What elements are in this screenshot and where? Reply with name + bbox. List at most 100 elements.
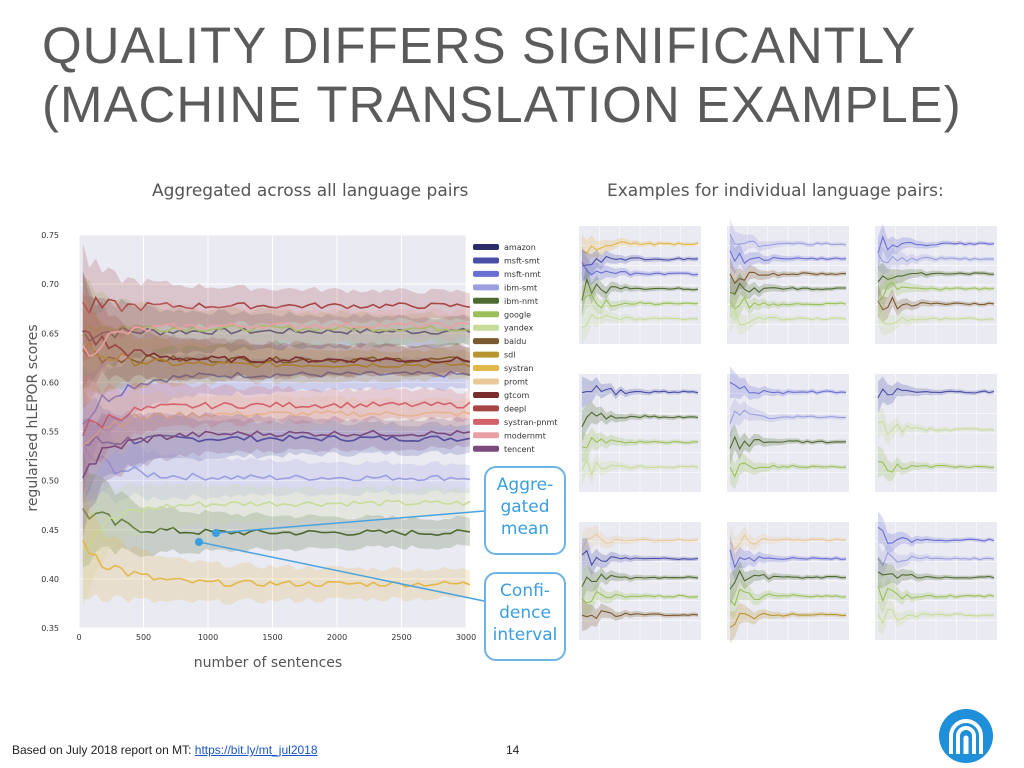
callout-ci-line1: Confi-	[500, 581, 550, 601]
x-tick-label: 500	[136, 633, 151, 642]
x-tick-label: 0	[76, 633, 81, 642]
callout-ci-line2: dence	[499, 603, 551, 623]
panel-series-line	[581, 458, 699, 477]
panel-series-line	[877, 308, 995, 325]
panel-ci-band	[582, 401, 698, 443]
left-chart-subtitle: Aggregated across all language pairs	[152, 181, 469, 201]
ci-band-gtcom	[82, 271, 470, 390]
legend-swatch-msft-smt	[473, 257, 499, 264]
legend-label-ibm-smt: ibm-smt	[504, 283, 537, 292]
series-line-google	[82, 324, 471, 337]
panel-r2-c0	[579, 522, 701, 640]
panel-ci-band	[730, 602, 846, 644]
ci-band-modernmt	[82, 286, 470, 405]
panel-series-line	[729, 569, 847, 590]
panel-series-line	[729, 435, 847, 451]
panel-series-line	[581, 533, 699, 551]
ci-band-deepl	[82, 243, 470, 362]
series-line-gtcom	[82, 329, 471, 364]
panel-series-line	[581, 255, 699, 267]
legend-swatch-amazon	[473, 244, 499, 250]
panel-ci-band	[582, 564, 698, 603]
series-line-ibm-smt	[82, 443, 470, 482]
arch-logo-icon	[939, 709, 993, 763]
panel-ci-band	[730, 234, 846, 274]
legend-label-amazon: amazon	[504, 243, 536, 252]
panel-ci-band	[878, 376, 994, 414]
series-line-msft-smt	[82, 434, 471, 446]
series-line-modernmt	[82, 321, 471, 358]
right-panels-subtitle: Examples for individual language pairs:	[607, 181, 944, 201]
panel-series-line	[877, 272, 995, 283]
panel-series-line	[729, 409, 847, 424]
panel-ci-band	[730, 273, 846, 309]
panel-ci-band	[582, 427, 698, 463]
panel-series-line	[729, 612, 846, 628]
series-line-msft-nmt	[82, 370, 471, 425]
panel-series-line	[581, 384, 699, 396]
panel-ci-band	[878, 445, 994, 482]
panel-ci-band	[582, 303, 698, 345]
legend-label-google: google	[504, 310, 531, 319]
legend-swatch-ibm-smt	[473, 284, 499, 291]
x-axis-label: number of sentences	[194, 655, 342, 671]
legend-swatch-msft-nmt	[473, 270, 499, 277]
panel-series-line	[581, 436, 699, 449]
y-tick-label: 0.35	[41, 624, 59, 633]
panel-series-line	[877, 551, 995, 567]
y-tick-label: 0.70	[41, 280, 59, 289]
panel-ci-band	[878, 292, 994, 336]
series-line-deepl	[82, 295, 471, 315]
panel-series-line	[581, 261, 699, 276]
legend-label-deepl: deepl	[504, 404, 526, 413]
panel-r0-c0	[579, 226, 701, 345]
legend-label-ibm-nmt: ibm-nmt	[504, 297, 538, 306]
legend-label-modernmt: modernmt	[504, 431, 546, 440]
panel-ci-band	[582, 537, 698, 576]
panel-ci-band	[582, 246, 698, 286]
legend-swatch-sdl	[473, 351, 499, 358]
panel-series-line	[729, 250, 847, 265]
panel-series-line	[729, 462, 847, 478]
panel-ci-band	[582, 447, 698, 486]
panel-ci-band	[730, 366, 846, 400]
marker-ci-dot	[195, 538, 203, 546]
legend-swatch-promt	[473, 378, 499, 385]
panel-ci-band	[730, 560, 846, 606]
panel-ci-band	[730, 217, 846, 258]
panel-series-line	[729, 588, 847, 607]
panel-r1-c0	[579, 374, 701, 492]
y-tick-label: 0.40	[41, 575, 59, 584]
ci-band-amazon	[82, 271, 470, 390]
panel-series-line	[877, 420, 995, 436]
panel-series-line	[729, 282, 846, 295]
x-tick-label: 2000	[327, 633, 347, 642]
panel-ci-band	[730, 257, 846, 297]
panel-ci-band	[730, 578, 846, 619]
ci-band-ibm-smt	[82, 384, 470, 504]
legend-swatch-modernmt	[473, 432, 499, 439]
series-line-baidu	[82, 349, 470, 365]
ci-band-baidu	[82, 290, 470, 409]
legend-label-gtcom: gtcom	[504, 391, 530, 400]
ci-band-google	[82, 277, 470, 396]
x-tick-label: 1500	[262, 633, 282, 642]
legend-label-msft-nmt: msft-nmt	[504, 270, 541, 279]
panel-r1-c2	[875, 374, 997, 492]
ci-band-sdl	[82, 292, 470, 411]
panel-r2-c1	[727, 522, 849, 644]
legend-label-promt: promt	[504, 378, 528, 387]
panel-series-line	[729, 534, 847, 551]
footer-link[interactable]: https://bit.ly/mt_jul2018	[194, 743, 318, 757]
callout-mean-line3: mean	[500, 519, 550, 539]
panel-series-line	[581, 294, 699, 309]
panel-r2-c2	[875, 511, 997, 640]
y-tick-label: 0.60	[41, 378, 59, 387]
series-line-systran	[82, 539, 471, 588]
panel-ci-band	[878, 555, 994, 588]
panel-series-line	[581, 573, 699, 587]
panel-series-line	[877, 586, 995, 603]
series-line-sdl	[82, 341, 471, 369]
callout-aggregated-mean: Aggre- gated mean	[484, 466, 566, 555]
